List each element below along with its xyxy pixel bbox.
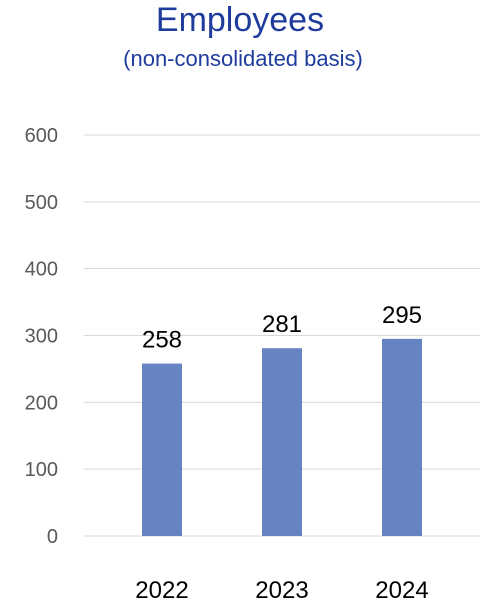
y-tick-label: 500 [25, 192, 58, 214]
y-tick-label: 400 [25, 259, 58, 281]
chart-title: Employees [155, 1, 325, 39]
y-tick-label: 300 [25, 326, 58, 348]
y-tick-label: 100 [25, 459, 58, 481]
x-tick-label: 2024 [375, 577, 428, 604]
x-axis-tick-labels: 2022 2023 2024 [135, 577, 428, 604]
y-tick-label: 200 [25, 392, 58, 414]
x-tick-label: 2023 [255, 577, 308, 604]
y-axis-tick-labels: 0 100 200 300 400 500 600 [25, 125, 58, 548]
data-label: 295 [382, 302, 422, 329]
data-labels: 258 281 295 [142, 302, 422, 354]
bar-2023 [262, 348, 302, 536]
y-tick-label: 600 [25, 125, 58, 147]
bar-2022 [142, 363, 182, 536]
bars [142, 338, 422, 536]
x-tick-label: 2022 [135, 577, 188, 604]
y-tick-label: 0 [47, 526, 58, 548]
data-label: 258 [142, 327, 182, 354]
data-label: 281 [262, 311, 302, 338]
bar-2024 [382, 338, 422, 536]
chart-subtitle: (non-consolidated basis) [123, 46, 363, 71]
